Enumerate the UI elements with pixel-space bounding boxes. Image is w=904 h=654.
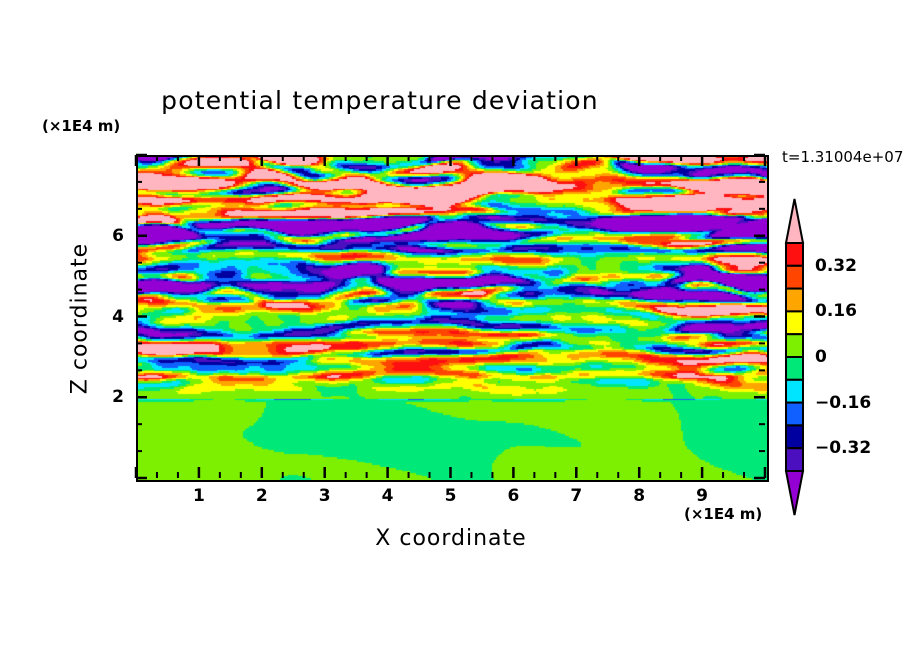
x-tick-label: 7: [570, 486, 583, 506]
colorbar-band: [785, 333, 804, 359]
colorbar-band: [785, 264, 804, 290]
x-tick-label: 8: [633, 486, 646, 506]
colorbar-band: [785, 287, 804, 313]
colorbar-tick-label: 0.32: [815, 255, 857, 276]
z-tick-label: 6: [112, 225, 124, 246]
x-tick-label: 2: [255, 486, 268, 506]
contour-field: [138, 157, 767, 480]
z-tick-label: 2: [112, 387, 124, 408]
z-axis-title: Z coordinate: [67, 242, 93, 395]
colorbar-tick-label: 0: [815, 347, 827, 367]
x-tick-label: 4: [381, 486, 394, 506]
x-tick-label: 9: [696, 486, 709, 506]
x-tick-label: 5: [444, 486, 457, 506]
colorbar-band: [785, 424, 804, 450]
colorbar-band: [785, 447, 804, 473]
colorbar-band: [785, 356, 804, 381]
x-tick-label: 1: [192, 486, 205, 506]
x-tick-label: 6: [507, 486, 520, 506]
z-axis-units-label: (×1E4 m): [42, 117, 121, 135]
x-axis-title: X coordinate: [375, 526, 527, 551]
colorbar-tick-label: −0.32: [815, 438, 872, 459]
colorbar-band: [785, 310, 804, 336]
time-annotation: t=1.31004e+07: [782, 148, 904, 166]
plot-area: [136, 155, 769, 482]
colorbar-band: [785, 378, 804, 404]
page-title: potential temperature deviation: [161, 86, 599, 115]
colorbar-under-arrow: [784, 470, 805, 516]
colorbar-tick-label: −0.16: [815, 392, 872, 413]
colorbar-over-arrow: [784, 198, 805, 244]
z-tick-label: 4: [112, 306, 124, 327]
x-tick-label: 3: [318, 486, 331, 506]
colorbar-tick-label: 0.16: [815, 301, 857, 322]
x-axis-units-label: (×1E4 m): [684, 505, 763, 523]
colorbar-band: [785, 401, 804, 427]
colorbar-band: [785, 242, 804, 267]
